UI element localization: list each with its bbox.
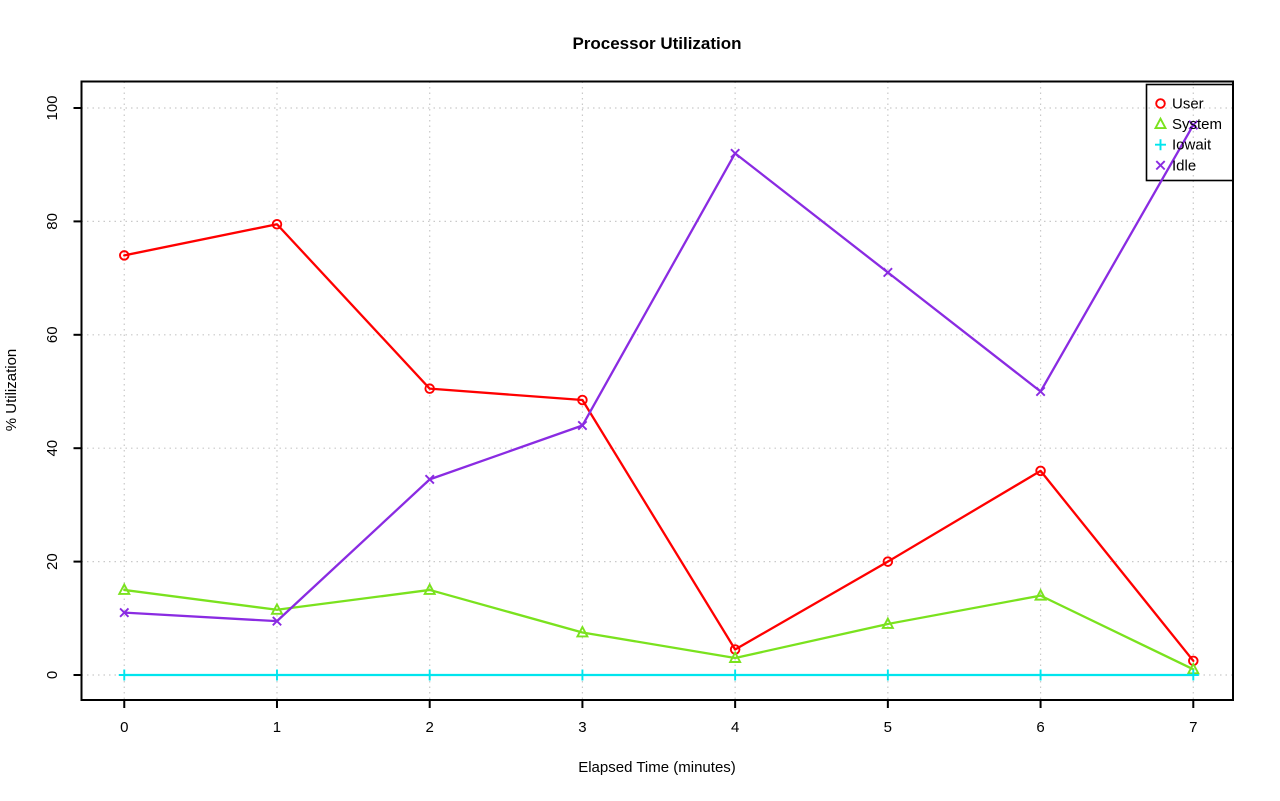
iowait-marker [882, 669, 894, 681]
user-marker [271, 218, 283, 230]
iowait-marker [1187, 669, 1199, 681]
legend-circle-marker [1155, 98, 1166, 109]
y-tick-label: 0 [44, 671, 61, 679]
iowait-marker [1035, 669, 1047, 681]
idle-marker [1035, 386, 1046, 397]
legend-triangle-marker [1153, 116, 1168, 130]
user-marker [1035, 465, 1046, 477]
iowait-marker [424, 669, 436, 681]
iowait-marker [576, 669, 588, 681]
x-tick-label: 5 [884, 719, 892, 736]
legend-layer: User System Iowait Idle [1153, 96, 1222, 174]
axis-ticks-layer: 0 20 40 60 80 100 0 1 2 3 4 5 6 7 [44, 95, 1197, 736]
system-marker [728, 650, 742, 663]
legend-plus-marker [1155, 139, 1166, 151]
system-line [123, 588, 1195, 671]
series-idle [119, 120, 1199, 627]
system-marker [1033, 588, 1048, 601]
legend-item-idle: Idle [1155, 157, 1196, 174]
iowait-marker [729, 669, 741, 681]
plot-border [80, 80, 1234, 701]
user-line [123, 223, 1195, 662]
user-marker [424, 383, 435, 394]
idle-marker [272, 616, 282, 627]
user-marker [577, 394, 588, 406]
x-axis-title: Elapsed Time (minutes) [578, 759, 736, 776]
x-tick-label: 3 [578, 719, 586, 736]
iowait-marker [271, 669, 283, 681]
legend-item-user: User [1155, 96, 1204, 113]
legend-box [1145, 83, 1234, 182]
legend-label: Iowait [1172, 137, 1212, 154]
idle-marker [1188, 120, 1199, 130]
user-marker [882, 556, 894, 567]
system-marker [423, 582, 437, 595]
series-system [117, 582, 1200, 675]
x-tick-label: 7 [1189, 719, 1197, 736]
plot-frame-layer [80, 80, 1234, 701]
idle-line [123, 123, 1195, 623]
idle-marker [424, 474, 435, 485]
legend-x-marker [1155, 160, 1166, 171]
legend-item-iowait: Iowait [1155, 137, 1212, 154]
x-tick-label: 6 [1036, 719, 1044, 736]
y-tick-label: 60 [44, 326, 61, 343]
legend-label: System [1172, 116, 1222, 133]
system-marker [881, 616, 895, 629]
x-tick-label: 0 [120, 719, 128, 736]
series-layer [117, 120, 1200, 681]
y-axis-title: % Utilization [3, 349, 20, 432]
x-tick-label: 1 [273, 719, 281, 736]
y-tick-label: 80 [44, 213, 61, 230]
series-iowait [118, 669, 1199, 681]
idle-marker [730, 148, 741, 159]
y-tick-label: 40 [44, 440, 61, 457]
system-marker [575, 625, 589, 638]
legend-item-system: System [1153, 116, 1222, 133]
idle-marker [577, 420, 588, 431]
y-tick-label: 20 [44, 553, 61, 570]
iowait-marker [118, 669, 130, 681]
chart-title: Processor Utilization [572, 34, 741, 53]
legend-label: User [1172, 96, 1204, 113]
legend-box-layer [1145, 83, 1234, 182]
user-marker [119, 250, 130, 261]
system-marker [270, 602, 284, 615]
idle-marker [119, 607, 130, 618]
idle-marker [882, 267, 893, 278]
x-tick-label: 4 [731, 719, 739, 736]
system-marker [117, 582, 131, 595]
y-tick-label: 100 [44, 95, 61, 120]
legend-label: Idle [1172, 157, 1196, 174]
x-tick-label: 2 [426, 719, 434, 736]
